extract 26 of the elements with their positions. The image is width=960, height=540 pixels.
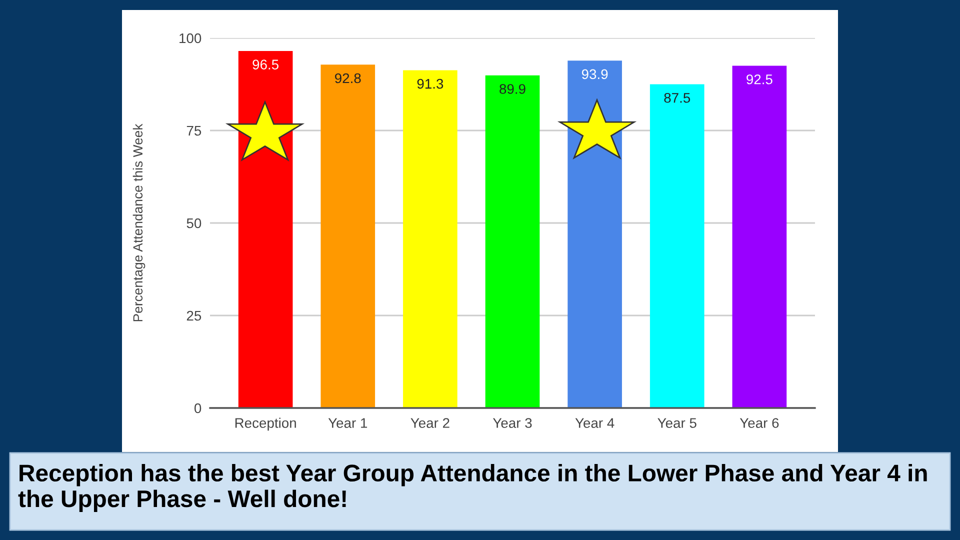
data-label: 96.5 <box>252 60 278 70</box>
y-tick-label: 100 <box>180 33 202 44</box>
bar <box>650 84 704 408</box>
bar <box>320 64 376 408</box>
bar <box>403 70 458 408</box>
text: Reception has the best Year Group Attendance in the Lower Phase and Year 4 in the Upper Phase - Well done! <box>18 464 927 512</box>
data-label: 92.8 <box>335 73 361 84</box>
bar <box>485 75 540 408</box>
y-tick-label: 50 <box>186 218 202 228</box>
bar <box>732 66 787 408</box>
y-axis-title: Percentage Attendance this Week <box>132 124 146 322</box>
data-label: 89.9 <box>500 84 526 94</box>
x-tick-label: Year 1 <box>328 418 368 428</box>
data-label: 91.3 <box>417 78 444 89</box>
data-label: 92.5 <box>746 74 772 84</box>
x-tick-label: Year 5 <box>658 418 696 428</box>
y-tick-label: 0 <box>194 403 202 414</box>
x-tick-label: Year 6 <box>740 418 779 428</box>
data-label: 87.5 <box>664 92 690 103</box>
x-tick-label: Year 4 <box>575 418 614 428</box>
x-tick-label: Year 2 <box>410 418 450 428</box>
data-label: 93.9 <box>582 69 608 80</box>
x-tick-label: Year 3 <box>492 418 532 428</box>
x-tick-label: Reception <box>235 418 296 431</box>
y-tick-label: 25 <box>186 310 202 321</box>
y-tick-label: 75 <box>186 126 202 136</box>
